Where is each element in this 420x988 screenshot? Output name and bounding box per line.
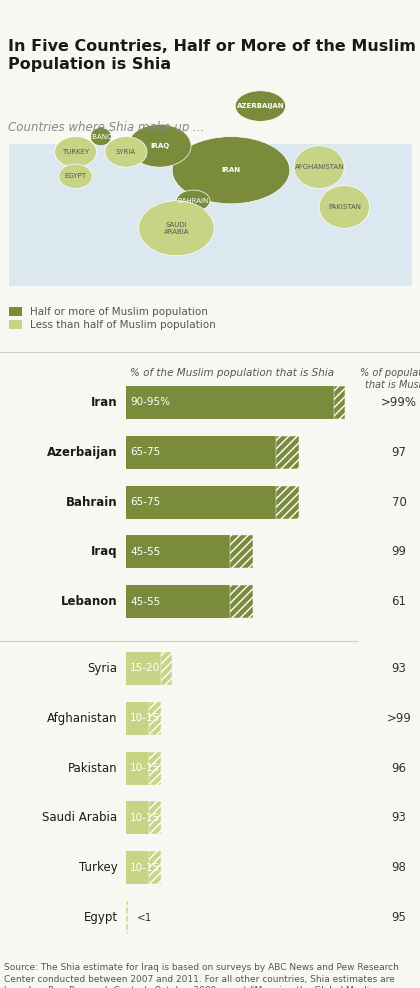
Text: EGYPT: EGYPT xyxy=(65,173,87,180)
Ellipse shape xyxy=(176,190,210,211)
Text: >99: >99 xyxy=(386,711,412,725)
Text: TURKEY: TURKEY xyxy=(62,149,89,155)
Bar xyxy=(149,801,161,835)
Text: LEBANON: LEBANON xyxy=(84,133,118,139)
Bar xyxy=(149,852,161,884)
Text: 10-15: 10-15 xyxy=(130,763,160,773)
Text: 65-75: 65-75 xyxy=(130,497,160,507)
Text: AZERBAIJAN: AZERBAIJAN xyxy=(236,103,284,109)
Text: Iraq: Iraq xyxy=(91,545,118,558)
Text: Turkey: Turkey xyxy=(79,862,118,874)
Text: Afghanistan: Afghanistan xyxy=(47,711,118,725)
Text: 65-75: 65-75 xyxy=(130,448,160,457)
Bar xyxy=(161,652,172,685)
Text: 97: 97 xyxy=(391,446,407,458)
Text: 90-95%: 90-95% xyxy=(130,397,170,407)
Text: IRAQ: IRAQ xyxy=(150,142,169,149)
Text: Pakistan: Pakistan xyxy=(68,762,118,775)
Bar xyxy=(149,752,161,784)
Text: In Five Countries, Half or More of the Muslim
Population is Shia: In Five Countries, Half or More of the M… xyxy=(8,39,416,72)
Text: SYRIA: SYRIA xyxy=(116,149,136,155)
Bar xyxy=(276,436,299,469)
Bar xyxy=(149,801,161,835)
Text: 99: 99 xyxy=(391,545,407,558)
Text: 10-15: 10-15 xyxy=(130,863,160,872)
Bar xyxy=(126,752,149,784)
Bar xyxy=(126,436,276,469)
Bar xyxy=(230,585,253,618)
Text: 98: 98 xyxy=(391,862,407,874)
Ellipse shape xyxy=(172,136,290,204)
Text: Iran: Iran xyxy=(91,396,118,409)
Text: 61: 61 xyxy=(391,596,407,609)
Text: Bahrain: Bahrain xyxy=(66,496,118,509)
Ellipse shape xyxy=(128,124,191,167)
Bar xyxy=(126,486,276,519)
Ellipse shape xyxy=(90,127,111,146)
Text: % of the Muslim population that is Shia: % of the Muslim population that is Shia xyxy=(130,368,334,378)
Text: 70: 70 xyxy=(391,496,407,509)
Text: BAHRAIN: BAHRAIN xyxy=(178,198,209,204)
Bar xyxy=(276,436,299,469)
Bar xyxy=(126,901,129,934)
Bar xyxy=(126,386,334,419)
Text: 93: 93 xyxy=(391,811,407,824)
Text: SAUDI
ARABIA: SAUDI ARABIA xyxy=(164,221,189,235)
Text: Egypt: Egypt xyxy=(84,911,118,924)
Bar xyxy=(126,535,230,568)
Bar xyxy=(126,652,161,685)
Bar xyxy=(230,585,253,618)
Bar xyxy=(149,852,161,884)
Bar xyxy=(230,535,253,568)
Ellipse shape xyxy=(139,201,214,256)
Text: 45-55: 45-55 xyxy=(130,597,160,607)
Bar xyxy=(334,386,346,419)
Text: Lebanon: Lebanon xyxy=(61,596,118,609)
Bar xyxy=(126,801,149,835)
Ellipse shape xyxy=(319,186,370,228)
Text: 45-55: 45-55 xyxy=(130,547,160,557)
Ellipse shape xyxy=(105,136,147,167)
Text: <1: <1 xyxy=(137,913,152,923)
FancyBboxPatch shape xyxy=(8,142,412,287)
Ellipse shape xyxy=(55,136,97,167)
Text: AFGHANISTAN: AFGHANISTAN xyxy=(294,164,344,170)
Bar xyxy=(276,486,299,519)
Ellipse shape xyxy=(59,164,92,189)
Bar xyxy=(230,535,253,568)
Bar xyxy=(149,701,161,735)
Legend: Half or more of Muslim population, Less than half of Muslim population: Half or more of Muslim population, Less … xyxy=(9,307,216,330)
Bar xyxy=(126,901,129,934)
Bar xyxy=(276,486,299,519)
Text: 93: 93 xyxy=(391,662,407,675)
Ellipse shape xyxy=(294,146,344,189)
Bar xyxy=(149,701,161,735)
Text: Azerbaijan: Azerbaijan xyxy=(47,446,118,458)
Text: % of population
that is Muslim: % of population that is Muslim xyxy=(360,368,420,389)
Text: PAKISTAN: PAKISTAN xyxy=(328,204,361,209)
Bar xyxy=(126,701,149,735)
Ellipse shape xyxy=(235,91,286,122)
Text: Syria: Syria xyxy=(88,662,118,675)
Text: 95: 95 xyxy=(391,911,407,924)
Text: >99%: >99% xyxy=(381,396,417,409)
Text: Saudi Arabia: Saudi Arabia xyxy=(42,811,118,824)
Text: 96: 96 xyxy=(391,762,407,775)
Text: 10-15: 10-15 xyxy=(130,813,160,823)
Bar xyxy=(126,585,230,618)
Text: IRAN: IRAN xyxy=(221,167,241,173)
Text: Countries where Shia make up ...: Countries where Shia make up ... xyxy=(8,122,205,134)
Text: Source: The Shia estimate for Iraq is based on surveys by ABC News and Pew Resea: Source: The Shia estimate for Iraq is ba… xyxy=(4,963,408,988)
Bar xyxy=(334,386,346,419)
Bar xyxy=(149,752,161,784)
Text: 15-20: 15-20 xyxy=(130,663,160,674)
Bar xyxy=(126,852,149,884)
Bar xyxy=(161,652,172,685)
Text: 10-15: 10-15 xyxy=(130,713,160,723)
